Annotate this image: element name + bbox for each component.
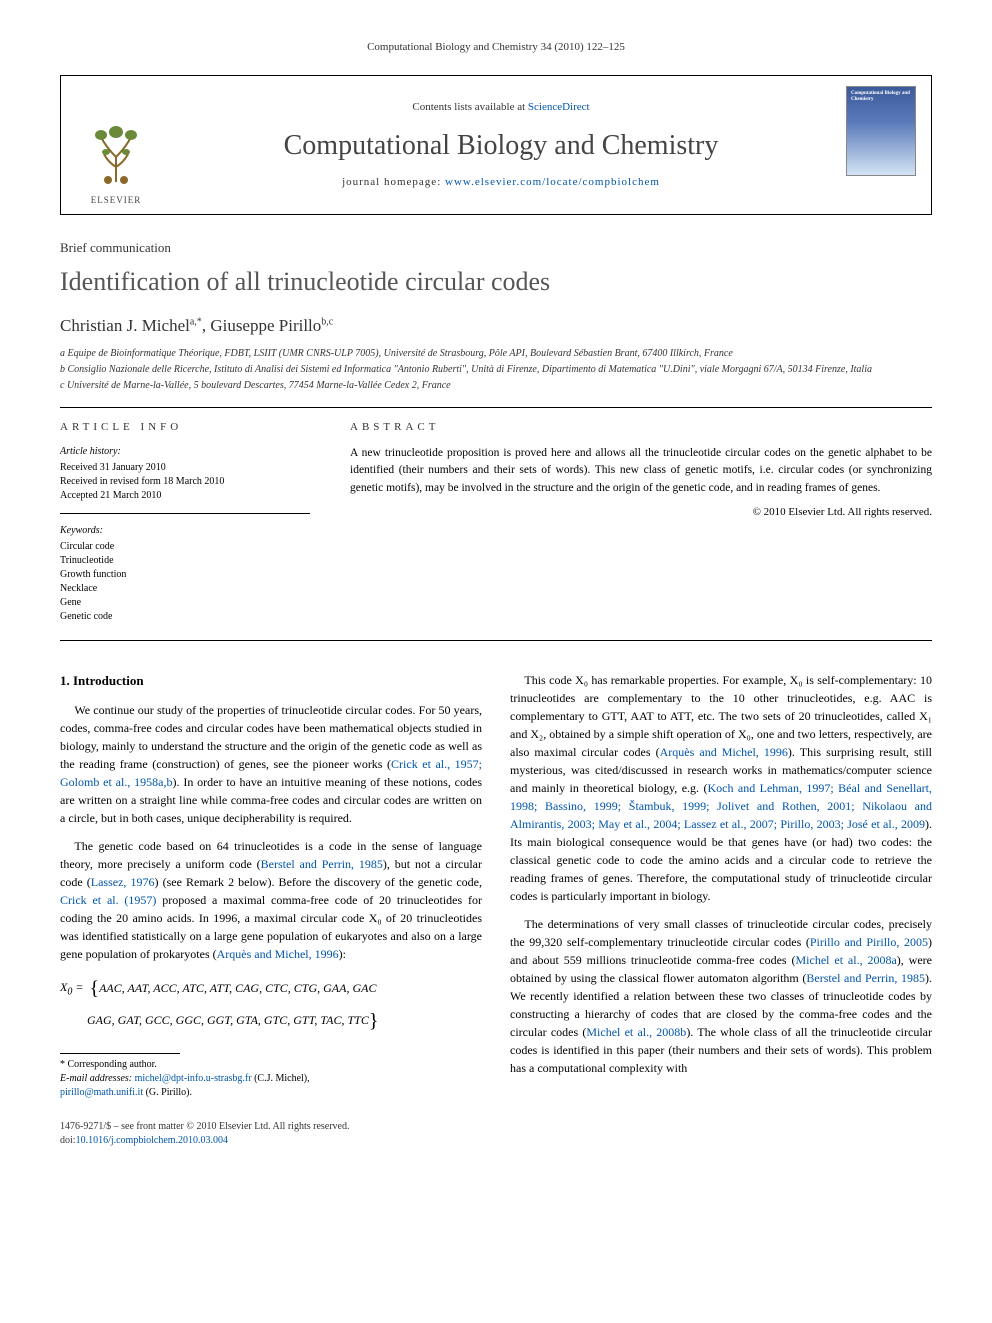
history-label: Article history:	[60, 445, 310, 459]
footnote-star: * Corresponding author.	[60, 1059, 157, 1070]
elsevier-tree-icon	[86, 122, 146, 192]
footnote-email2-who: (G. Pirillo).	[143, 1087, 192, 1098]
corresponding-author-note: * Corresponding author. E-mail addresses…	[60, 1058, 482, 1100]
keywords-label: Keywords:	[60, 524, 310, 538]
contents-available-line: Contents lists available at ScienceDirec…	[412, 100, 589, 115]
abstract-heading: ABSTRACT	[350, 420, 932, 435]
citation-crick-1957[interactable]: Crick et al. (1957)	[60, 893, 156, 907]
footnote-email1-who: (C.J. Michel),	[252, 1073, 310, 1084]
para-3: This code X₀ has remarkable properties. …	[510, 671, 932, 905]
page-footer: 1476-9271/$ – see front matter © 2010 El…	[60, 1120, 932, 1148]
author-2-affil: b,c	[321, 316, 333, 327]
footnote-rule	[60, 1053, 180, 1054]
journal-name: Computational Biology and Chemistry	[284, 126, 719, 165]
abstract-block: ABSTRACT A new trinucleotide proposition…	[350, 420, 932, 624]
affiliation-a: a Equipe de Bioinformatique Théorique, F…	[60, 346, 932, 361]
footer-doi-label: doi:	[60, 1135, 76, 1146]
para-4: The determinations of very small classes…	[510, 915, 932, 1077]
article-meta-row: ARTICLE INFO Article history: Received 3…	[60, 407, 932, 641]
running-header: Computational Biology and Chemistry 34 (…	[60, 40, 932, 55]
contents-prefix: Contents lists available at	[412, 101, 527, 113]
affiliation-c: c Université de Marne-la-Vallée, 5 boule…	[60, 378, 932, 393]
footer-issn: 1476-9271/$ – see front matter © 2010 El…	[60, 1120, 932, 1134]
article-info-heading: ARTICLE INFO	[60, 420, 310, 435]
para-2: The genetic code based on 64 trinucleoti…	[60, 837, 482, 963]
keywords-block: Keywords: Circular code Trinucleotide Gr…	[60, 524, 310, 624]
sciencedirect-link[interactable]: ScienceDirect	[528, 101, 590, 113]
abstract-copyright: © 2010 Elsevier Ltd. All rights reserved…	[350, 505, 932, 520]
keyword-4: Gene	[60, 596, 310, 610]
citation-pirillo-2005[interactable]: Pirillo and Pirillo, 2005	[810, 935, 928, 949]
footnote-email-label: E-mail addresses:	[60, 1073, 135, 1084]
abstract-text: A new trinucleotide proposition is prove…	[350, 445, 932, 497]
elsevier-logo: ELSEVIER	[86, 122, 146, 207]
affiliations: a Equipe de Bioinformatique Théorique, F…	[60, 346, 932, 393]
keyword-1: Trinucleotide	[60, 554, 310, 568]
keyword-3: Necklace	[60, 582, 310, 596]
author-2-name: Giuseppe Pirillo	[210, 316, 321, 335]
journal-header-box: ELSEVIER Contents lists available at Sci…	[60, 75, 932, 215]
article-history: Article history: Received 31 January 201…	[60, 445, 310, 514]
homepage-prefix: journal homepage:	[342, 176, 445, 188]
header-center: Contents lists available at ScienceDirec…	[171, 76, 831, 214]
eqn-line2: GAG, GAT, GCC, GGC, GGT, GTA, GTC, GTT, …	[87, 1012, 369, 1026]
article-type: Brief communication	[60, 239, 932, 257]
journal-homepage-link[interactable]: www.elsevier.com/locate/compbiolchem	[445, 176, 660, 188]
equation-x0: X0 = {AAC, AAT, ACC, ATC, ATT, CAG, CTC,…	[60, 973, 482, 1037]
para-1: We continue our study of the properties …	[60, 701, 482, 827]
affiliation-b: b Consiglio Nazionale delle Ricerche, Is…	[60, 362, 932, 377]
eqn-line1: AAC, AAT, ACC, ATC, ATT, CAG, CTC, CTG, …	[99, 980, 376, 994]
citation-lassez-1976[interactable]: Lassez, 1976	[91, 875, 155, 889]
footer-doi-link[interactable]: 10.1016/j.compbiolchem.2010.03.004	[76, 1135, 229, 1146]
para-2-c: ) (see Remark 2 below). Before the disco…	[155, 875, 483, 889]
citation-berstel-perrin-1985-b[interactable]: Berstel and Perrin, 1985	[806, 971, 925, 985]
journal-homepage-line: journal homepage: www.elsevier.com/locat…	[342, 175, 660, 190]
article-body: 1. Introduction We continue our study of…	[60, 671, 932, 1100]
email-michel[interactable]: michel@dpt-info.u-strasbg.fr	[135, 1073, 252, 1084]
journal-cover-thumbnail: Computational Biology and Chemistry	[846, 86, 916, 176]
email-pirillo[interactable]: pirillo@math.unifi.it	[60, 1087, 143, 1098]
author-line: Christian J. Michela,*, Giuseppe Pirillo…	[60, 314, 932, 338]
author-1-affil: a,*	[190, 316, 202, 327]
history-accepted: Accepted 21 March 2010	[60, 489, 310, 503]
author-1-name: Christian J. Michel	[60, 316, 190, 335]
keyword-5: Genetic code	[60, 610, 310, 624]
citation-michel-2008a[interactable]: Michel et al., 2008a	[795, 953, 896, 967]
article-info-block: ARTICLE INFO Article history: Received 3…	[60, 420, 310, 624]
citation-michel-2008b[interactable]: Michel et al., 2008b	[586, 1025, 686, 1039]
publisher-name: ELSEVIER	[91, 194, 142, 207]
para-2-e: ):	[339, 947, 346, 961]
header-cover-cell: Computational Biology and Chemistry	[831, 76, 931, 214]
history-received: Received 31 January 2010	[60, 461, 310, 475]
keyword-2: Growth function	[60, 568, 310, 582]
keyword-0: Circular code	[60, 540, 310, 554]
history-revised: Received in revised form 18 March 2010	[60, 475, 310, 489]
publisher-logo-cell: ELSEVIER	[61, 76, 171, 214]
cover-title-text: Computational Biology and Chemistry	[851, 91, 911, 102]
citation-berstel-perrin-1985[interactable]: Berstel and Perrin, 1985	[261, 857, 383, 871]
citation-arques-michel-1996-b[interactable]: Arquès and Michel, 1996	[660, 745, 788, 759]
citation-arques-michel-1996-a[interactable]: Arquès and Michel, 1996	[217, 947, 339, 961]
section-1-title: 1. Introduction	[60, 671, 482, 691]
article-title: Identification of all trinucleotide circ…	[60, 264, 932, 300]
